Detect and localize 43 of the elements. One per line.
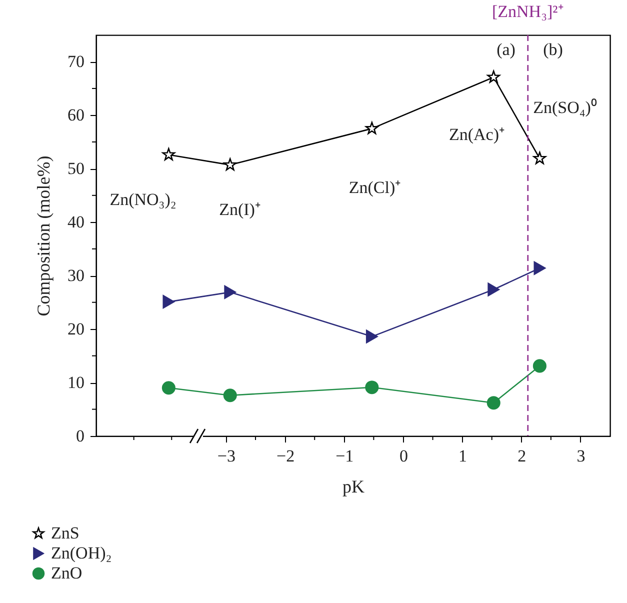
point [162,148,176,160]
point [486,396,500,410]
point [534,261,546,275]
point [224,158,237,171]
legend-label: ZnO [51,564,82,582]
y-tick-label: 0 [76,426,84,446]
annotation: (a) [496,40,516,59]
ref-line-label: [ZnNH₃]²⁺ [492,2,564,21]
legend-label: Zn(OH)₂ [51,544,112,562]
point [365,380,379,394]
point [532,359,546,373]
x-tick-label: −1 [336,446,354,466]
annotation: Zn(Ac)⁺ [448,125,506,144]
point [162,381,176,395]
y-tick-label: 50 [68,159,84,178]
y-tick-label: 40 [68,212,84,232]
annotation: Zn(NO₃)₂ [110,190,176,209]
y-tick-label: 60 [68,106,84,125]
annotation: Zn(Cl)⁺ [348,178,402,197]
point [224,285,236,299]
point [366,330,378,344]
point [533,152,546,164]
x-axis-title: pK [342,476,364,496]
x-tick-label: 3 [576,446,586,466]
annotation: (b) [543,40,563,59]
y-tick-label: 70 [68,52,84,72]
annotation: Zn(I)⁺ [219,200,261,219]
x-tick-label: −2 [276,446,295,466]
y-axis-title: Composition (mole%) [34,156,54,316]
x-tick-label: −3 [217,446,236,466]
point [223,388,237,402]
y-tick-label: 10 [68,373,84,392]
x-tick-label: 2 [518,446,526,466]
annotation: Zn(SO₄)⁰ [533,98,597,117]
point [365,122,378,134]
point [487,70,500,83]
y-tick-label: 20 [68,320,84,339]
point [162,295,175,309]
x-tick-label: 1 [458,446,468,466]
x-tick-label: 0 [399,446,408,466]
legend-label: ZnS [51,524,80,542]
y-tick-label: 30 [68,266,84,286]
point [488,282,500,296]
